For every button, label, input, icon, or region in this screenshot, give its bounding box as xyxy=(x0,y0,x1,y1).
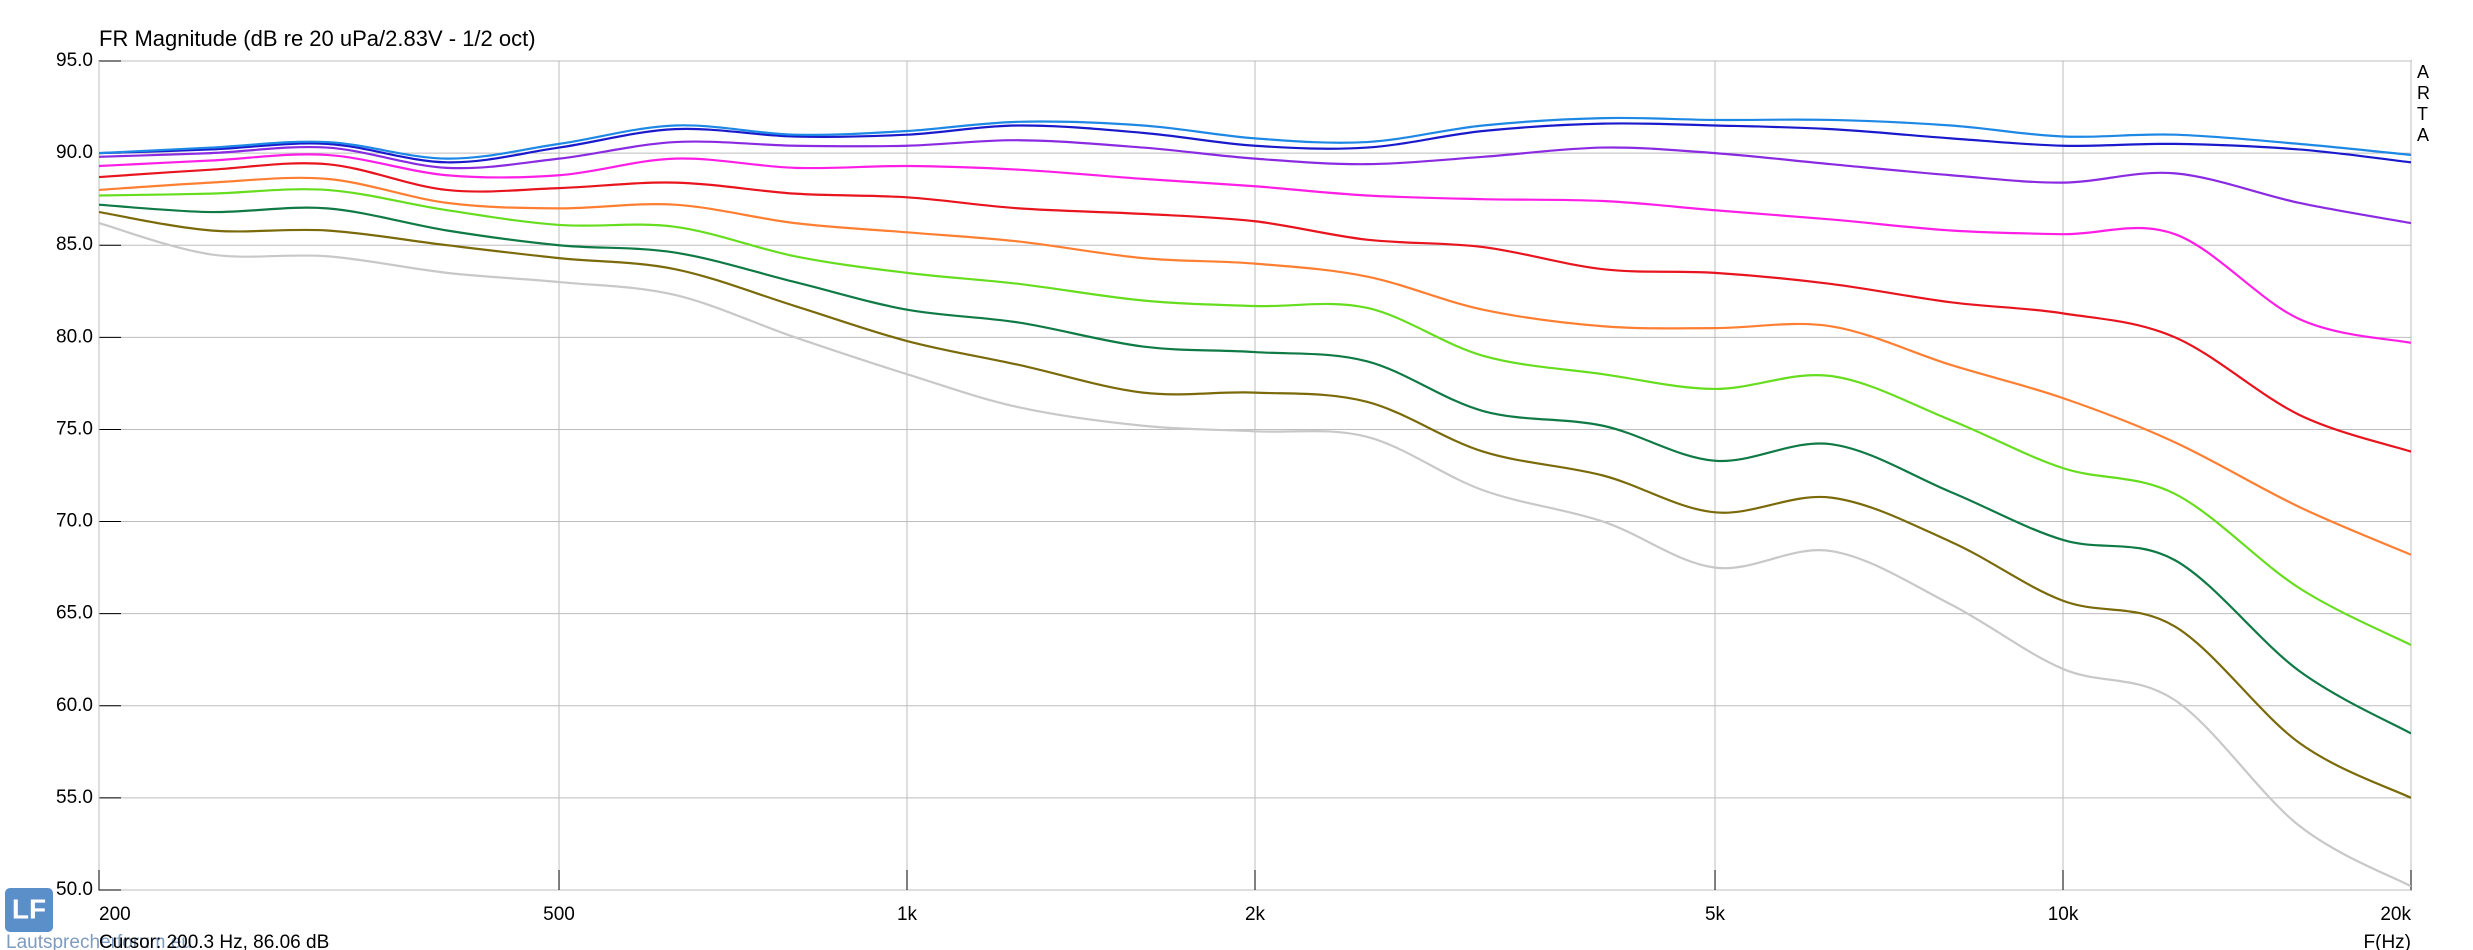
y-tick-label: 50.0 xyxy=(56,879,93,900)
series-line xyxy=(99,139,2411,225)
x-tick-label: 10k xyxy=(2048,904,2079,925)
series-line xyxy=(99,188,2411,646)
series-line xyxy=(99,116,2411,160)
x-tick-label: 200 xyxy=(99,904,131,925)
brand: ARTA xyxy=(2417,62,2430,145)
y-tick-label: 65.0 xyxy=(56,603,93,624)
series-line xyxy=(99,153,2411,344)
x-tick-label: 500 xyxy=(543,904,575,925)
x-axis-label: F(Hz) xyxy=(2364,932,2411,950)
chart-title: FR Magnitude (dB re 20 uPa/2.83V - 1/2 o… xyxy=(99,26,536,51)
x-tick-label: 5k xyxy=(1705,904,1726,925)
series-line xyxy=(99,122,2411,164)
y-tick-label: 70.0 xyxy=(56,511,93,532)
y-tick-label: 90.0 xyxy=(56,142,93,163)
series-line xyxy=(99,162,2411,453)
cursor-readout: Cursor: 200.3 Hz, 86.06 dB xyxy=(99,932,329,950)
logo: LF xyxy=(12,893,46,924)
series-line xyxy=(99,176,2411,556)
y-tick-label: 55.0 xyxy=(56,787,93,808)
y-tick-label: 75.0 xyxy=(56,418,93,439)
y-tick-label: 80.0 xyxy=(56,326,93,347)
y-tick-label: 95.0 xyxy=(56,50,93,71)
logo-box xyxy=(5,888,53,932)
watermark: Lautsprecherforum.eu xyxy=(6,932,192,950)
series-line xyxy=(99,222,2411,888)
y-tick-label: 85.0 xyxy=(56,234,93,255)
series-line xyxy=(99,210,2411,799)
x-tick-label: 20k xyxy=(2380,904,2411,925)
x-tick-label: 1k xyxy=(897,904,918,925)
series-line xyxy=(99,203,2411,735)
x-tick-label: 2k xyxy=(1245,904,1266,925)
y-tick-label: 60.0 xyxy=(56,695,93,716)
